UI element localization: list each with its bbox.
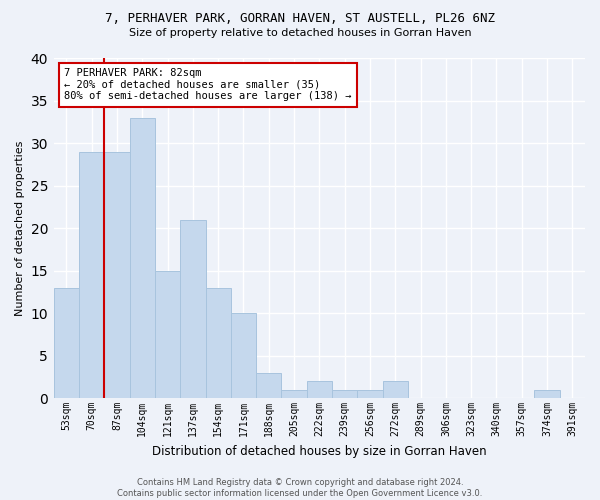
Bar [206,288,231,398]
Bar [281,390,307,398]
Bar [231,313,256,398]
Bar [155,270,180,398]
Bar [383,381,408,398]
Bar [307,381,332,398]
Text: Contains HM Land Registry data © Crown copyright and database right 2024.
Contai: Contains HM Land Registry data © Crown c… [118,478,482,498]
Text: 7, PERHAVER PARK, GORRAN HAVEN, ST AUSTELL, PL26 6NZ: 7, PERHAVER PARK, GORRAN HAVEN, ST AUSTE… [105,12,495,26]
Bar [54,288,79,398]
Bar [535,390,560,398]
Bar [332,390,358,398]
Bar [180,220,206,398]
Bar [256,372,281,398]
Bar [104,152,130,398]
Text: Size of property relative to detached houses in Gorran Haven: Size of property relative to detached ho… [128,28,472,38]
Bar [130,118,155,398]
Bar [79,152,104,398]
Bar [358,390,383,398]
Y-axis label: Number of detached properties: Number of detached properties [15,140,25,316]
X-axis label: Distribution of detached houses by size in Gorran Haven: Distribution of detached houses by size … [152,444,487,458]
Text: 7 PERHAVER PARK: 82sqm
← 20% of detached houses are smaller (35)
80% of semi-det: 7 PERHAVER PARK: 82sqm ← 20% of detached… [64,68,352,102]
